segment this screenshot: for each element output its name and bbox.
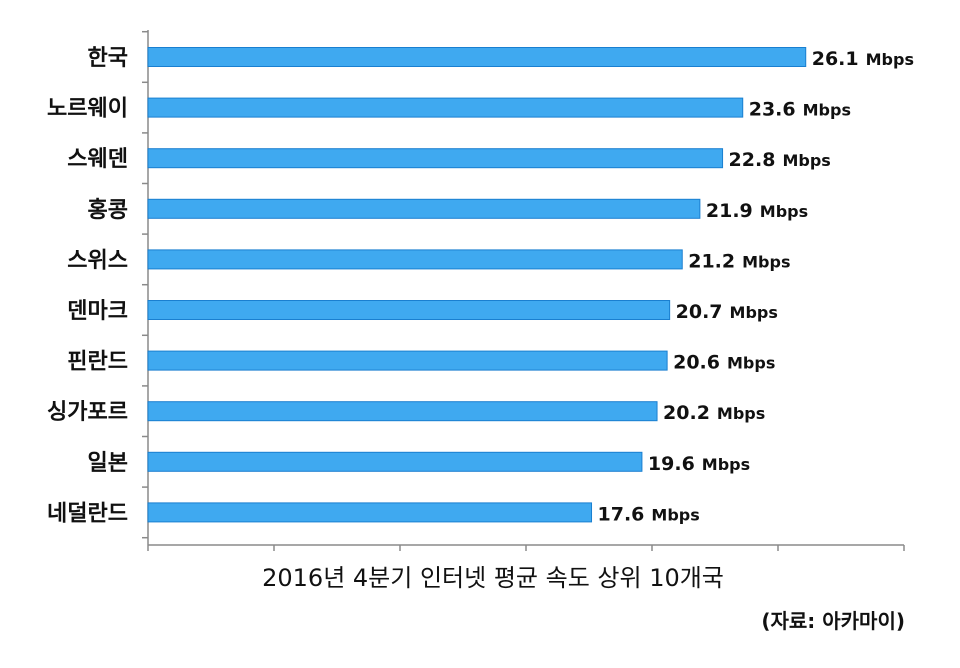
value-unit: Mbps [782, 151, 830, 170]
value-number: 26.1 [812, 48, 859, 70]
value-label: 20.2 Mbps [663, 402, 765, 424]
value-number: 20.2 [663, 402, 710, 424]
bar [147, 198, 701, 219]
value-number: 21.9 [706, 200, 753, 222]
value-unit: Mbps [717, 404, 765, 423]
chart-title: 2016년 4분기 인터넷 평균 속도 상위 10개국 [262, 564, 724, 592]
value-number: 23.6 [749, 99, 796, 121]
value-number: 20.6 [673, 352, 720, 374]
value-unit: Mbps [742, 252, 790, 271]
value-number: 22.8 [729, 149, 776, 171]
value-label: 21.9 Mbps [706, 200, 808, 222]
value-unit: Mbps [760, 202, 808, 221]
value-number: 19.6 [648, 453, 695, 475]
category-label: 싱가포르 [47, 400, 128, 425]
chart-source: (자료: 아카마이) [761, 609, 905, 633]
value-unit: Mbps [866, 50, 914, 69]
value-unit: Mbps [727, 354, 775, 373]
value-unit: Mbps [702, 455, 750, 474]
category-label: 핀란드 [67, 350, 128, 375]
bar [147, 47, 807, 67]
bar [147, 401, 658, 422]
value-label: 20.7 Mbps [676, 301, 778, 323]
value-label: 26.1 Mbps [812, 48, 914, 70]
value-label: 20.6 Mbps [673, 352, 775, 374]
value-label: 23.6 Mbps [749, 99, 851, 121]
value-number: 21.2 [688, 250, 735, 272]
category-label: 홍콩 [88, 198, 128, 223]
value-unit: Mbps [730, 303, 778, 322]
category-label: 한국 [88, 46, 128, 71]
value-label: 21.2 Mbps [688, 250, 790, 272]
category-label: 네덜란드 [47, 501, 128, 526]
category-label: 스위스 [67, 248, 128, 273]
category-label: 덴마크 [67, 299, 128, 324]
category-label: 스웨덴 [67, 147, 128, 172]
value-label: 22.8 Mbps [729, 149, 831, 171]
category-label: 노르웨이 [47, 97, 128, 122]
value-label: 17.6 Mbps [598, 503, 700, 525]
bar [147, 249, 683, 270]
value-unit: Mbps [651, 505, 699, 524]
value-unit: Mbps [803, 101, 851, 120]
bar [147, 451, 643, 472]
category-label: 일본 [88, 451, 128, 476]
bar [147, 502, 593, 523]
bar [147, 350, 668, 371]
bar [147, 97, 744, 118]
value-number: 20.7 [676, 301, 723, 323]
bar [147, 300, 671, 320]
bar [147, 148, 724, 169]
value-label: 19.6 Mbps [648, 453, 750, 475]
bars [147, 47, 807, 523]
labels: 한국 26.1 Mbps 노르웨이 23.6 Mbps 스웨덴 22.8 Mbps 홍콩 21.9 M… [47, 46, 914, 526]
value-number: 17.6 [598, 503, 645, 525]
